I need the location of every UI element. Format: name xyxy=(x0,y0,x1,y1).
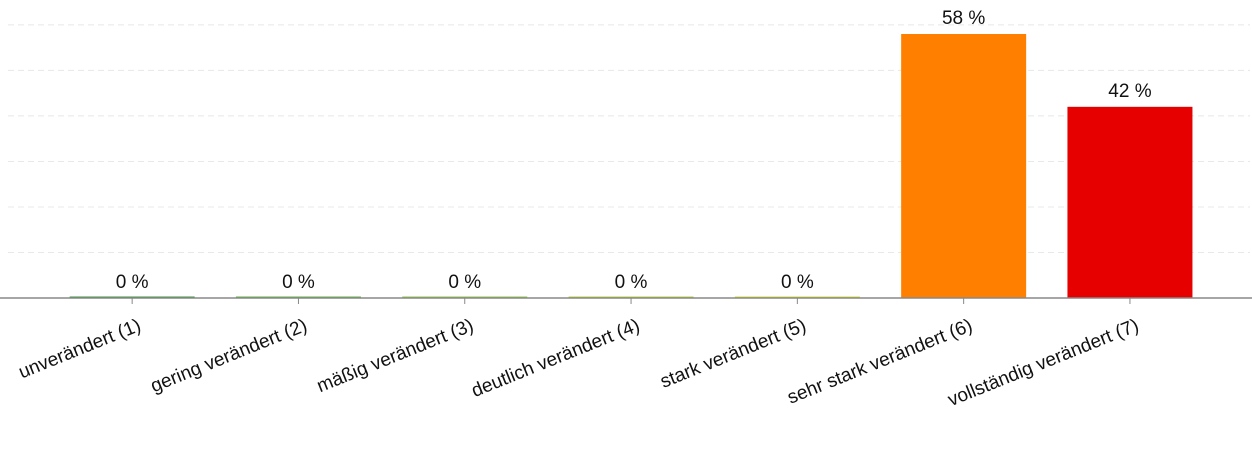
value-labels: 0 % 0 % 0 % 0 % 0 % 58 % 42 % xyxy=(116,8,1152,293)
category-label: gering verändert (2) xyxy=(148,315,311,397)
category-label: mäßig verändert (3) xyxy=(314,315,477,397)
category-labels: unverändert (1) gering verändert (2) mäßig… xyxy=(16,315,1142,411)
gridlines xyxy=(8,24,1250,253)
bars xyxy=(69,34,1193,299)
bar xyxy=(1067,106,1193,299)
category-label: vollständig verändert (7) xyxy=(945,315,1142,411)
data-label: 42 % xyxy=(1108,81,1151,102)
data-label: 58 % xyxy=(942,8,985,29)
data-label: 0 % xyxy=(116,272,149,293)
data-label: 0 % xyxy=(615,272,648,293)
data-label: 0 % xyxy=(448,272,481,293)
data-label: 0 % xyxy=(282,272,315,293)
category-label: unverändert (1) xyxy=(16,315,144,383)
data-label: 0 % xyxy=(781,272,814,293)
category-label: stark verändert (5) xyxy=(657,315,809,393)
x-ticks xyxy=(131,298,1131,304)
category-label: deutlich verändert (4) xyxy=(469,315,643,402)
bar xyxy=(901,34,1027,298)
